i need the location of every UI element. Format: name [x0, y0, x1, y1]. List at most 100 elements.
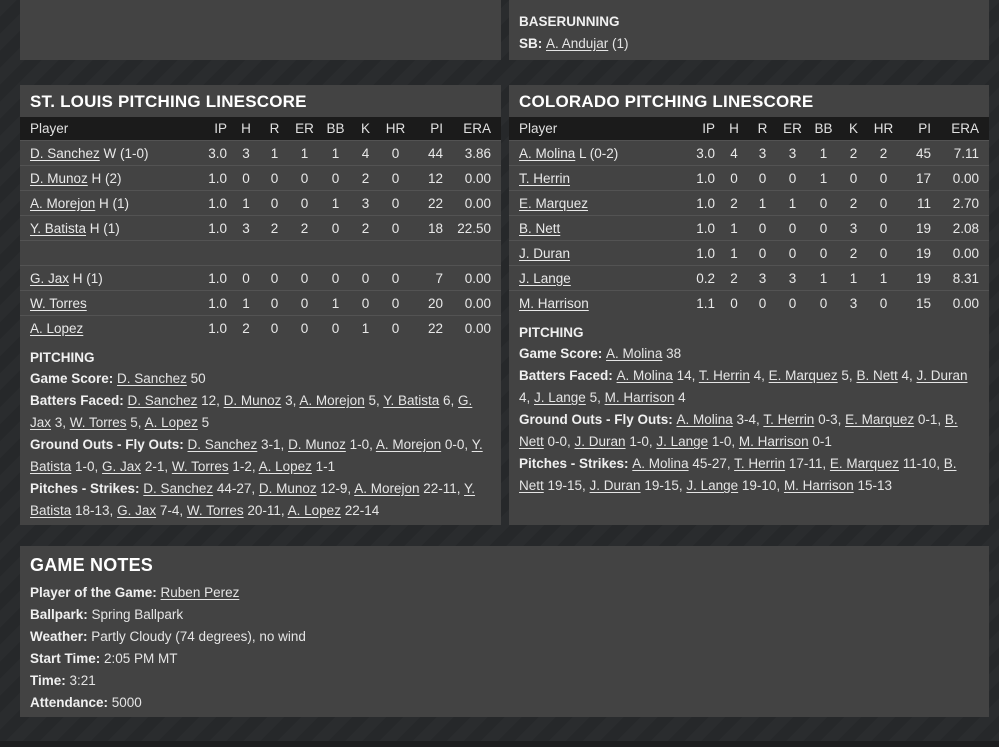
player-link[interactable]: A. Molina	[616, 368, 673, 383]
player-link[interactable]: W. Torres	[186, 503, 244, 518]
player-link[interactable]: Ruben Perez	[160, 585, 240, 600]
player-link[interactable]: A. Molina	[606, 346, 663, 361]
player-link[interactable]: A. Molina	[676, 412, 733, 427]
player-link[interactable]: A. Lopez	[30, 320, 84, 336]
stat-cell: 45	[899, 140, 937, 166]
player-link[interactable]: M. Harrison	[604, 390, 675, 405]
stolen-bases-line: SB: A. Andujar (1)	[519, 33, 979, 55]
stat-value: 5,	[585, 390, 605, 405]
stat-cell: 1	[808, 265, 839, 291]
stat-label: Batters Faced:	[30, 393, 128, 408]
player-link[interactable]: D. Sanchez	[117, 371, 187, 386]
player-link[interactable]: E. Marquez	[768, 368, 838, 383]
player-link[interactable]: Y. Batista	[383, 393, 440, 408]
player-link[interactable]: T. Herrin	[698, 368, 750, 383]
player-link[interactable]: J. Lange	[656, 434, 709, 449]
player-link[interactable]: D. Munoz	[288, 437, 346, 452]
player-link[interactable]: D. Munoz	[30, 170, 88, 186]
player-link[interactable]: Y. Batista	[30, 220, 87, 236]
stat-cell: 0	[748, 290, 777, 315]
player-link[interactable]: J. Duran	[916, 368, 968, 383]
player-link[interactable]: T. Herrin	[519, 170, 571, 186]
player-link[interactable]: A. Molina	[519, 145, 576, 161]
player-link[interactable]: D. Munoz	[223, 393, 282, 408]
player-link[interactable]: A. Morejon	[299, 393, 365, 408]
player-link[interactable]: A. Lopez	[287, 503, 341, 518]
player-link[interactable]: G. Jax	[117, 503, 157, 518]
player-link[interactable]: J. Lange	[686, 478, 739, 493]
pitcher-row: J. Duran 1.0 1 0 0 0 2 0 19 0.00	[509, 240, 989, 266]
player-link[interactable]: Y. Batista	[30, 437, 483, 474]
player-link[interactable]: W. Torres	[30, 295, 87, 311]
player-link[interactable]: A. Lopez	[258, 459, 312, 474]
stat-value: Partly Cloudy (74 degrees), no wind	[91, 629, 306, 644]
stat-cell: 0	[289, 165, 320, 191]
player-link[interactable]: D. Munoz	[258, 481, 317, 496]
player-cell: T. Herrin	[509, 165, 682, 191]
stat-cell: 1	[720, 240, 748, 266]
player-link[interactable]: T. Herrin	[763, 412, 815, 427]
stat-cell: 2	[289, 215, 320, 241]
player-link[interactable]: A. Lopez	[144, 415, 198, 430]
player-link[interactable]: M. Harrison	[783, 478, 854, 493]
stat-value: 4,	[897, 368, 917, 383]
stat-cell: 1	[720, 215, 748, 241]
pitcher-decision: H (2)	[87, 170, 122, 186]
col-pitching-table: Player IP H R ER BB K HR PI ERA A. Molina L (0-2) 3…	[509, 117, 989, 315]
player-link[interactable]: J. Duran	[589, 478, 641, 493]
player-link[interactable]: M. Harrison	[738, 434, 809, 449]
stat-cell: 1	[320, 290, 351, 316]
player-link[interactable]: A. Morejon	[375, 437, 442, 452]
player-link[interactable]: J. Lange	[519, 270, 571, 286]
stat-value: 18-13,	[71, 503, 118, 518]
player-link[interactable]: B. Nett	[519, 456, 957, 493]
player-link[interactable]: G. Jax	[30, 270, 70, 286]
player-link[interactable]: T. Herrin	[734, 456, 786, 471]
stat-cell: 0.2	[682, 265, 720, 291]
player-link[interactable]: G. Jax	[102, 459, 142, 474]
player-link[interactable]: A. Molina	[632, 456, 689, 471]
player-link[interactable]: M. Harrison	[519, 295, 589, 311]
player-link[interactable]: B. Nett	[519, 220, 561, 236]
stat-value: 20-11,	[243, 503, 288, 518]
stat-value: 19-10,	[738, 478, 784, 493]
stat-cell: 18	[411, 215, 449, 241]
player-link[interactable]: W. Torres	[69, 415, 127, 430]
player-link[interactable]: J. Duran	[519, 245, 571, 261]
column-header: H	[232, 117, 260, 141]
player-link[interactable]: D. Sanchez	[187, 437, 258, 452]
stat-cell: 0	[748, 165, 777, 191]
stat-cell: 2	[260, 215, 289, 241]
player-link[interactable]: E. Marquez	[829, 456, 899, 471]
player-link[interactable]: A. Morejon	[354, 481, 420, 496]
stat-cell: 0	[380, 140, 411, 166]
column-header: PI	[899, 117, 937, 141]
stat-cell: 0	[720, 290, 748, 315]
player-link[interactable]: J. Lange	[534, 390, 586, 405]
stat-cell: 0	[320, 165, 351, 191]
player-link[interactable]: J. Duran	[574, 434, 626, 449]
player-link[interactable]: E. Marquez	[845, 412, 915, 427]
player-link[interactable]: D. Sanchez	[127, 393, 198, 408]
player-link[interactable]: A. Andujar	[546, 36, 609, 51]
stat-cell: 0	[289, 290, 320, 316]
player-link[interactable]: G. Jax	[30, 393, 473, 430]
stat-cell: 1.0	[682, 240, 720, 266]
player-link[interactable]: A. Morejon	[30, 195, 96, 211]
stat-cell: 0.00	[449, 165, 501, 191]
stat-label: Time:	[30, 673, 70, 688]
stat-cell: 0	[260, 265, 289, 291]
player-link[interactable]: Y. Batista	[30, 481, 476, 518]
player-link[interactable]: E. Marquez	[519, 195, 589, 211]
stat-cell: 0	[868, 190, 899, 216]
player-link[interactable]: B. Nett	[519, 412, 958, 449]
stat-cell: 3	[232, 215, 260, 241]
stat-cell: 0.00	[937, 290, 989, 315]
stat-line: Player of the Game: Ruben Perez	[30, 582, 979, 604]
stat-cell: 1	[839, 265, 868, 291]
player-link[interactable]: D. Sanchez	[30, 145, 100, 161]
stat-cell: 0	[777, 240, 808, 266]
player-link[interactable]: D. Sanchez	[143, 481, 214, 496]
player-link[interactable]: W. Torres	[171, 459, 229, 474]
player-link[interactable]: B. Nett	[856, 368, 898, 383]
